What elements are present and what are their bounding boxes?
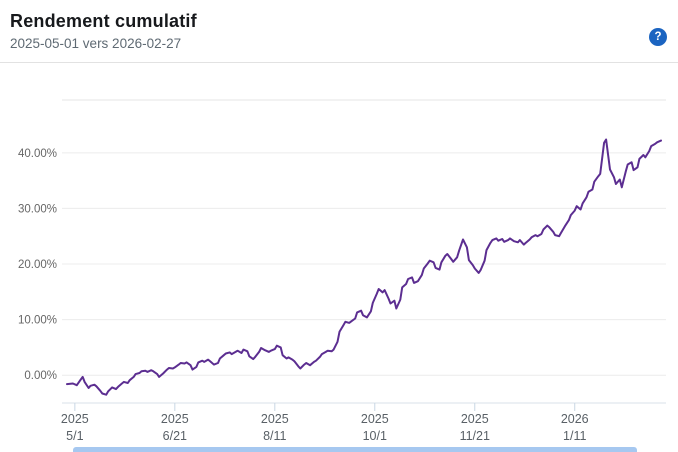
y-axis-label: 10.00% <box>18 315 57 327</box>
x-axis-year-label: 2026 <box>561 412 589 426</box>
chart-line <box>66 138 662 396</box>
help-button[interactable]: ? <box>649 28 667 46</box>
page-title: Rendement cumulatif <box>10 11 197 31</box>
x-axis-date-label: 5/1 <box>66 429 83 443</box>
date-range-subtitle: 2025-05-01 vers 2026-02-27 <box>10 36 182 51</box>
x-axis-date-label: 6/21 <box>163 429 187 443</box>
y-axis-label: 0.00% <box>24 370 57 382</box>
x-axis-year-label: 2025 <box>261 412 289 426</box>
question-icon: ? <box>654 31 662 43</box>
horizontal-scrollbar[interactable] <box>73 447 637 452</box>
x-axis-date-label: 10/1 <box>363 429 387 443</box>
header-divider <box>0 62 678 63</box>
y-axis-label: 40.00% <box>18 148 57 160</box>
x-axis-date-label: 1/11 <box>563 429 586 443</box>
x-axis-year-label: 2025 <box>361 412 389 426</box>
x-axis-year-label: 2025 <box>161 412 189 426</box>
x-axis-year-label: 2025 <box>461 412 489 426</box>
x-axis-year-label: 2025 <box>61 412 89 426</box>
x-axis-date-label: 11/21 <box>460 429 490 443</box>
y-axis-label: 30.00% <box>18 203 57 215</box>
x-axis-date-label: 8/11 <box>263 429 286 443</box>
y-axis-label: 20.00% <box>18 259 57 271</box>
